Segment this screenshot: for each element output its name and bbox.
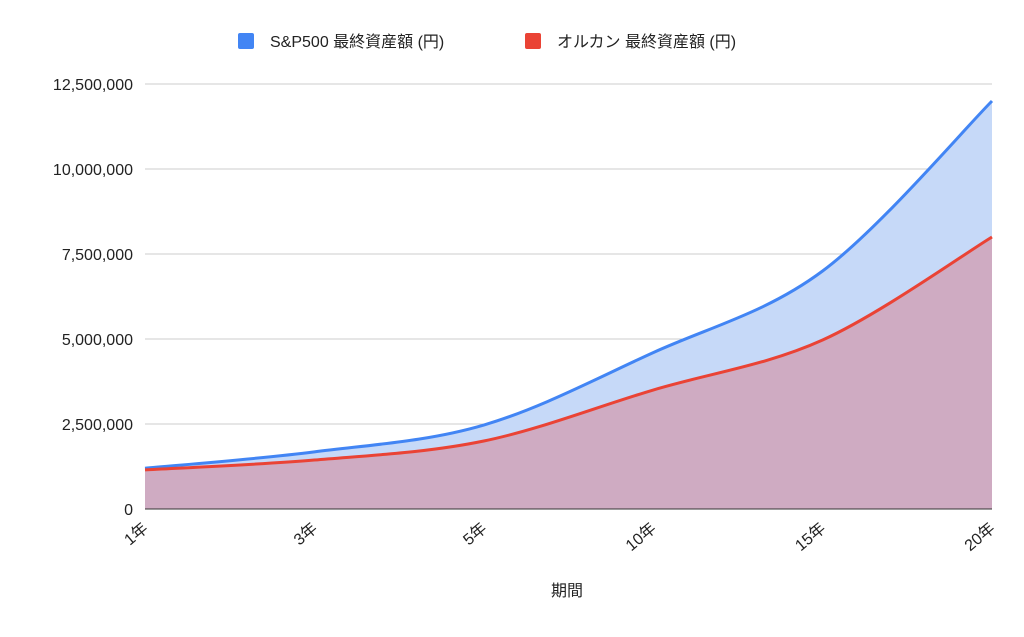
x-tick-label: 15年	[792, 519, 829, 555]
legend-label: オルカン 最終資産額 (円)	[557, 33, 736, 51]
series-lines	[144, 99, 994, 510]
legend-swatch	[525, 33, 541, 49]
legend-swatch	[238, 33, 254, 49]
y-tick-label: 10,000,000	[53, 162, 133, 179]
series-area	[145, 237, 992, 509]
series-areas	[145, 101, 992, 509]
y-tick-label: 12,500,000	[53, 77, 133, 94]
y-tick-label: 7,500,000	[62, 247, 133, 264]
x-tick-label: 10年	[622, 519, 659, 555]
series-line	[144, 99, 994, 470]
y-tick-label: 2,500,000	[62, 417, 133, 434]
x-tick-label: 20年	[961, 519, 998, 555]
y-tick-label: 5,000,000	[62, 332, 133, 349]
x-axis-label: 期間	[551, 582, 583, 600]
series-line	[144, 235, 993, 472]
x-tick-label: 3年	[290, 519, 321, 549]
x-tick-label: 1年	[121, 519, 152, 549]
y-axis-ticks: 0 2,500,000 5,000,000 7,500,000 10,000,000 12…	[53, 77, 133, 519]
legend-label: S&P500 最終資産額 (円)	[270, 33, 444, 51]
y-tick-label: 0	[124, 502, 133, 519]
legend: S&P500 最終資産額 (円) オルカン 最終資産額 (円)	[238, 33, 736, 51]
x-tick-label: 5年	[460, 519, 491, 549]
x-axis-ticks: 1年 3年 5年 10年 15年 20年	[121, 519, 999, 555]
